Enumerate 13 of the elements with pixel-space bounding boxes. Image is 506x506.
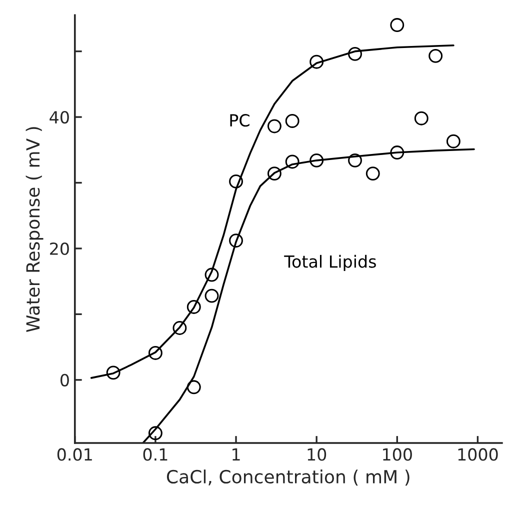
x-tick-label: 10	[308, 448, 326, 461]
text: Total Lipids	[284, 254, 376, 272]
x-tick-label: 100	[383, 448, 412, 461]
y-tick-label: 0	[60, 374, 69, 386]
y-axis-title: Water Response ( mV )	[26, 127, 44, 332]
y-tick-label: 20	[50, 242, 69, 256]
x-tick-label: 1	[232, 448, 240, 461]
x-tick-label: 0.01	[57, 448, 92, 461]
x-tick-label: 1000	[458, 448, 498, 461]
x-tick-label: 0.1	[143, 448, 168, 461]
y-tick-label: 40	[50, 111, 69, 124]
x-axis-title: CaCl, Concentration ( mM )	[166, 470, 410, 486]
series-label: PC	[230, 114, 250, 127]
